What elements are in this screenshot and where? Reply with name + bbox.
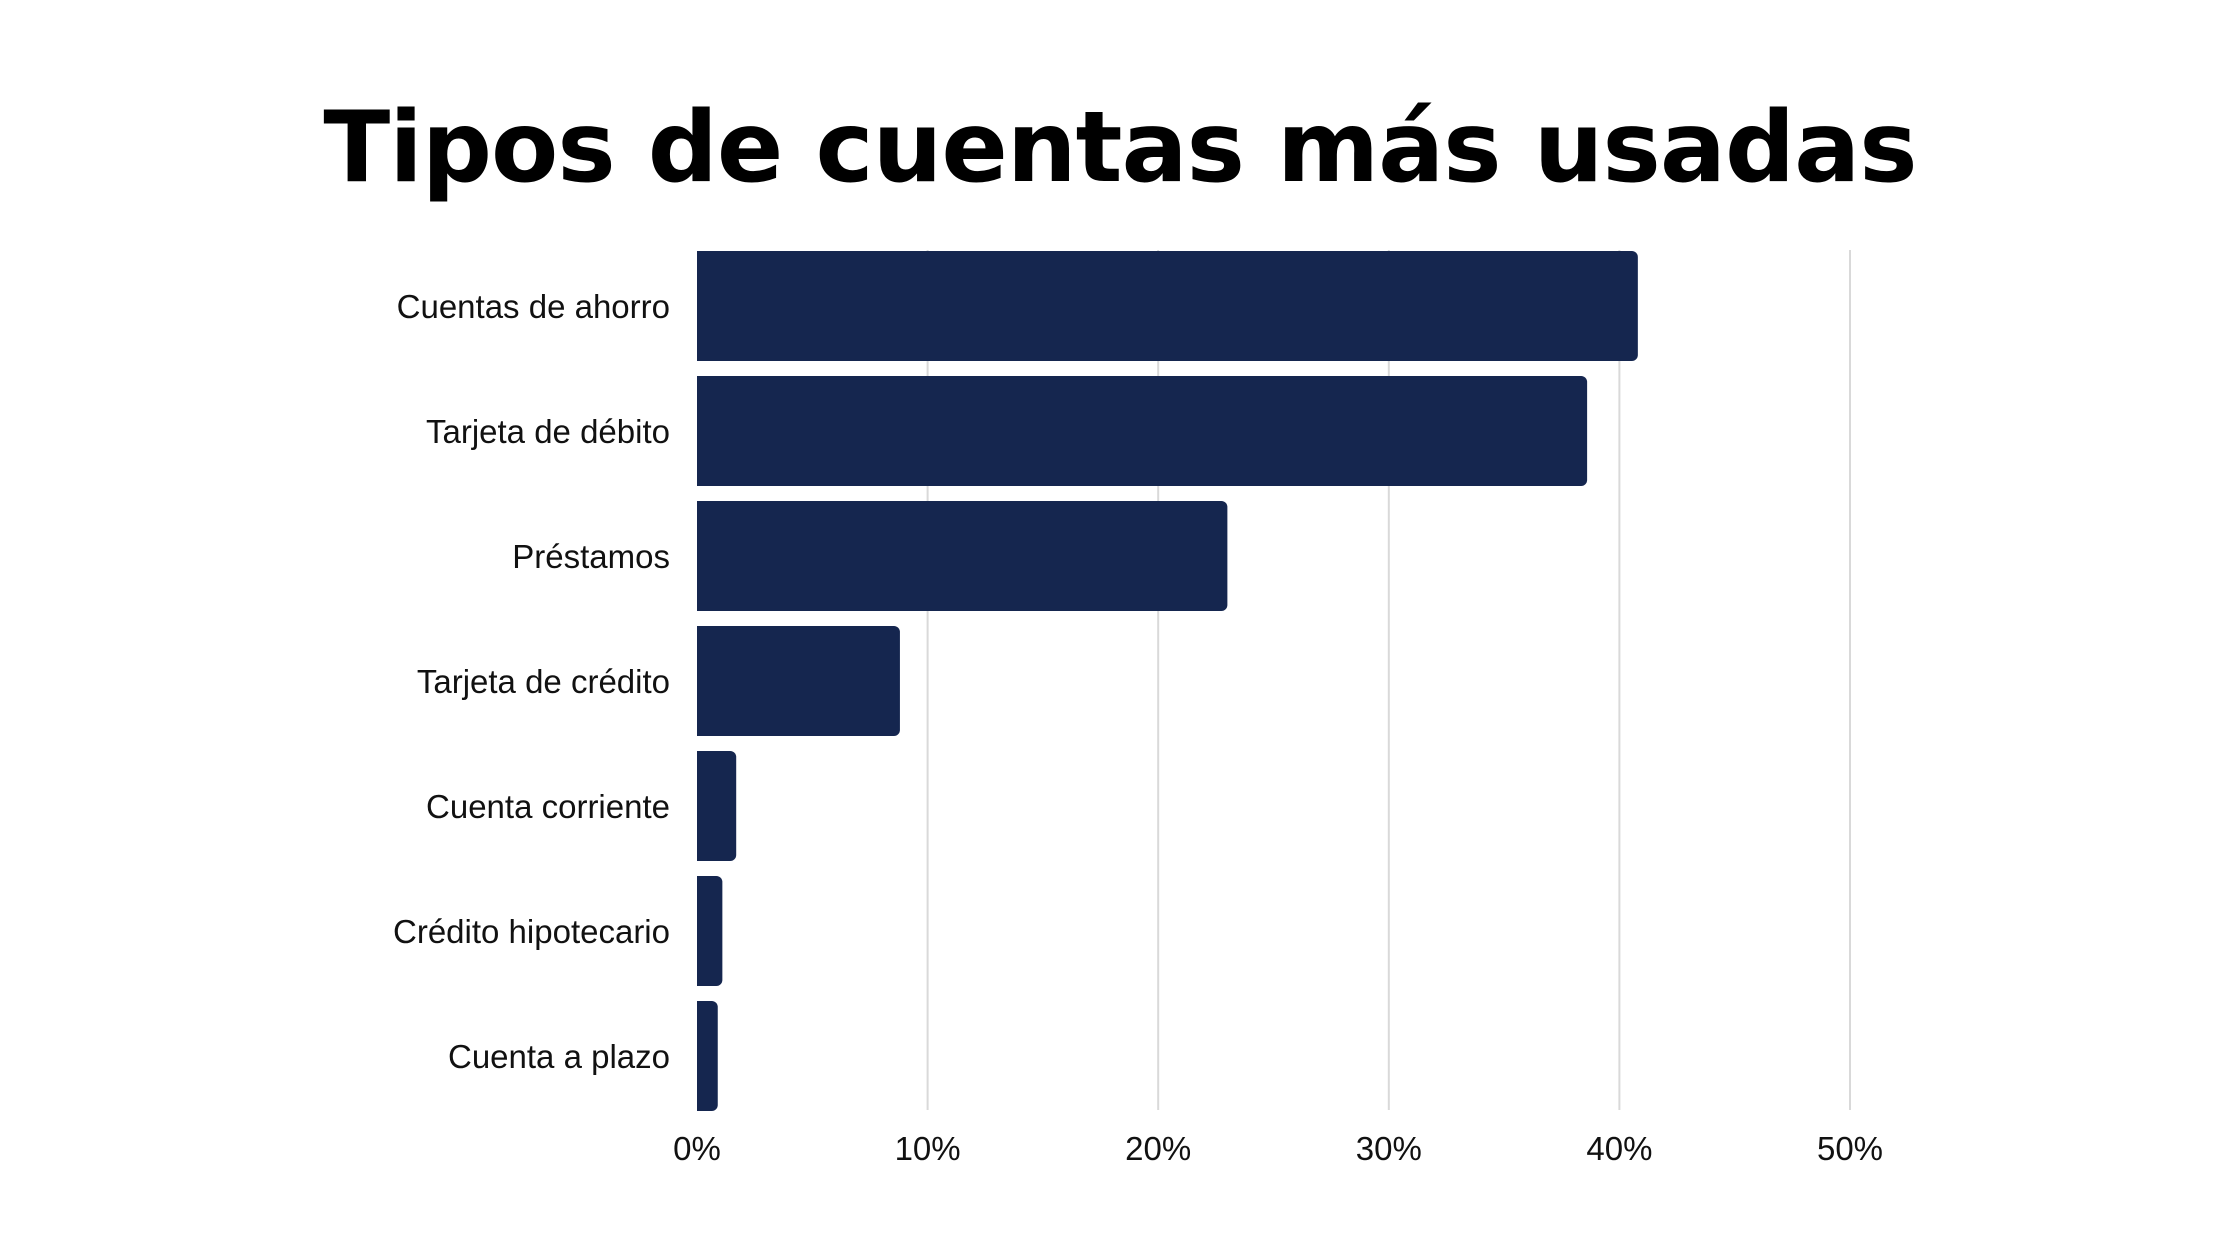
bar-edge bbox=[697, 501, 705, 611]
x-tick-label: 30% bbox=[1356, 1130, 1422, 1167]
chart-title: Tipos de cuentas más usadas bbox=[323, 91, 1917, 205]
category-label: Cuenta corriente bbox=[426, 788, 670, 825]
bar bbox=[697, 251, 1638, 361]
bar-edge bbox=[697, 751, 705, 861]
x-tick-label: 10% bbox=[895, 1130, 961, 1167]
category-label: Crédito hipotecario bbox=[393, 913, 670, 950]
x-tick-label: 0% bbox=[673, 1130, 721, 1167]
category-labels: Cuentas de ahorro Tarjeta de débito Présta… bbox=[393, 288, 670, 1075]
x-tick-label: 50% bbox=[1817, 1130, 1883, 1167]
bar-edge bbox=[697, 876, 705, 986]
category-label: Préstamos bbox=[512, 538, 670, 575]
category-label: Cuenta a plazo bbox=[448, 1038, 670, 1075]
bar bbox=[697, 501, 1228, 611]
x-tick-label: 20% bbox=[1125, 1130, 1191, 1167]
x-tick-label: 40% bbox=[1586, 1130, 1652, 1167]
bars bbox=[697, 251, 1638, 1111]
x-axis-ticks: 0% 10% 20% 30% 40% 50% bbox=[673, 1130, 1883, 1167]
bar-edge bbox=[697, 376, 705, 486]
category-label: Tarjeta de débito bbox=[426, 413, 670, 450]
bar-edge bbox=[697, 626, 705, 736]
bar-edge bbox=[697, 251, 705, 361]
bar-edge bbox=[697, 1001, 705, 1111]
bar bbox=[697, 626, 900, 736]
bar bbox=[697, 376, 1588, 486]
category-label: Tarjeta de crédito bbox=[417, 663, 670, 700]
category-label: Cuentas de ahorro bbox=[397, 288, 670, 325]
bar bbox=[697, 751, 737, 861]
